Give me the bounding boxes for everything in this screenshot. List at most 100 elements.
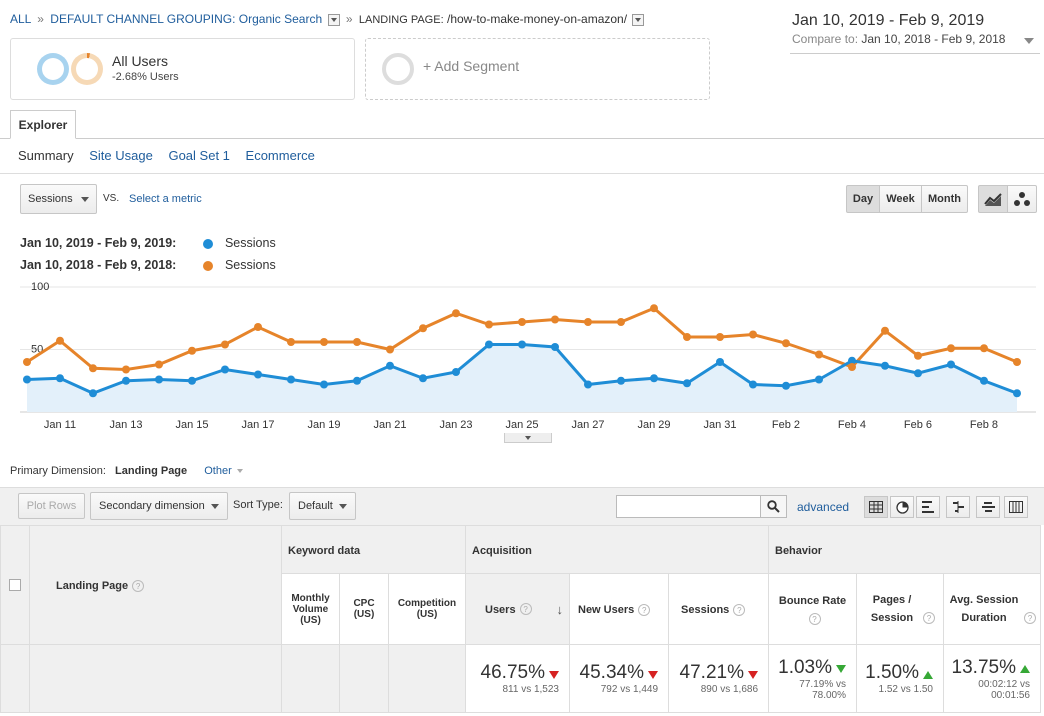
data-point-current — [584, 380, 592, 389]
period-month-button[interactable]: Month — [921, 185, 968, 213]
period-day-button[interactable]: Day — [846, 185, 880, 213]
summary-pages-session: 1.50% 1.52 vs 1.50 — [856, 644, 944, 713]
col-pages-session-label: Pages / Session — [870, 594, 914, 624]
select-all-checkbox[interactable] — [9, 579, 21, 591]
col-sessions[interactable]: Sessions? — [668, 573, 769, 645]
tab-explorer[interactable]: Explorer — [10, 110, 76, 139]
data-point-current — [683, 379, 691, 388]
date-range-picker[interactable]: Jan 10, 2019 - Feb 9, 2019 Compare to: J… — [790, 12, 1040, 54]
breadcrumb-grouping-value[interactable]: Organic Search — [238, 12, 323, 26]
view-performance-button[interactable] — [916, 496, 940, 518]
summary-avg-session-sub2: 00:01:56 — [991, 689, 1030, 701]
landing-page-header[interactable]: Landing Page? — [29, 525, 282, 645]
subtab-goal-set-1[interactable]: Goal Set 1 — [168, 148, 230, 163]
summary-bounce-rate-sub2: 78.00% — [812, 689, 846, 701]
other-chevron-down-icon — [236, 469, 243, 474]
data-point-previous — [419, 324, 427, 333]
summary-pages-session-pct: 1.50% — [865, 662, 919, 683]
date-range-chevron-down-icon[interactable] — [1024, 38, 1034, 44]
segment-all-users[interactable]: All Users -2.68% Users — [10, 38, 355, 100]
pie-chart-icon — [895, 500, 909, 514]
summary-sessions-sub: 890 vs 1,686 — [700, 684, 758, 695]
view-term-cloud-button[interactable] — [976, 496, 1000, 518]
data-point-previous — [980, 344, 988, 353]
table-search-input[interactable] — [616, 495, 761, 518]
data-point-previous — [221, 340, 229, 349]
data-point-previous — [551, 315, 559, 324]
data-point-current — [320, 380, 328, 389]
advanced-search-link[interactable]: advanced — [797, 500, 850, 514]
help-icon[interactable]: ? — [132, 579, 145, 592]
breadcrumb-grouping-label[interactable]: DEFAULT CHANNEL GROUPING: — [50, 12, 236, 26]
subtab-ecommerce[interactable]: Ecommerce — [245, 148, 315, 163]
view-data-table-button[interactable] — [864, 496, 888, 518]
search-icon — [767, 500, 780, 513]
col-new-users[interactable]: New Users? — [569, 573, 669, 645]
col-monthly-volume[interactable]: Monthly Volume (US) — [281, 573, 340, 645]
col-cpc[interactable]: CPC (US) — [339, 573, 389, 645]
grouping-dropdown-icon[interactable] — [327, 13, 340, 26]
view-pivot-button[interactable] — [1004, 496, 1028, 518]
plot-rows-button[interactable]: Plot Rows — [18, 493, 85, 519]
data-point-current — [980, 376, 988, 385]
col-pages-session[interactable]: Pages / Session? — [856, 573, 944, 645]
help-icon[interactable]: ? — [1024, 611, 1036, 624]
sort-type-label: Sort Type: — [233, 499, 283, 511]
select-metric-link[interactable]: Select a metric — [129, 193, 202, 205]
help-icon[interactable]: ? — [923, 611, 935, 624]
chart-legend: Jan 10, 2019 - Feb 9, 2019: Sessions Jan… — [20, 232, 276, 276]
arrow-down-icon — [549, 670, 559, 679]
breadcrumb: ALL » DEFAULT CHANNEL GROUPING: Organic … — [10, 12, 645, 26]
primary-dimension-other[interactable]: Other — [204, 465, 232, 477]
col-competition-label: Competition (US) — [397, 598, 457, 620]
summary-avg-session-pct: 13.75% — [951, 656, 1016, 678]
summary-avg-session-sub1: 00:02:12 vs — [978, 678, 1030, 690]
data-point-previous — [23, 358, 31, 366]
secondary-dimension-dropdown[interactable]: Secondary dimension — [90, 492, 228, 520]
help-icon[interactable]: ? — [519, 603, 532, 616]
sort-arrow-down-icon[interactable]: ↓ — [556, 601, 564, 617]
breadcrumb-all-link[interactable]: ALL — [10, 12, 31, 26]
metric-dropdown[interactable]: Sessions — [20, 184, 97, 214]
table-search-button[interactable] — [760, 495, 787, 518]
legend-row-previous: Jan 10, 2018 - Feb 9, 2018: Sessions — [20, 254, 276, 276]
col-users[interactable]: Users? ↓ — [465, 573, 570, 645]
breadcrumb-separator: » — [37, 12, 44, 26]
col-users-label: Users — [485, 603, 516, 616]
view-comparison-button[interactable] — [946, 496, 970, 518]
summary-checkbox-cell — [0, 644, 30, 713]
subtab-site-usage[interactable]: Site Usage — [89, 148, 153, 163]
compare-value: Jan 10, 2018 - Feb 9, 2018 — [861, 32, 1006, 46]
primary-dimension-value[interactable]: Landing Page — [115, 465, 188, 477]
data-point-current — [881, 361, 889, 370]
help-icon[interactable]: ? — [638, 603, 651, 616]
summary-users-pct: 46.75% — [480, 662, 545, 683]
col-avg-session[interactable]: Avg. Session Duration? — [943, 573, 1041, 645]
data-point-previous — [782, 339, 790, 348]
help-icon[interactable]: ? — [733, 603, 746, 616]
sort-type-dropdown[interactable]: Default — [289, 492, 356, 520]
vs-label: VS. — [103, 193, 120, 204]
view-percentage-button[interactable] — [890, 496, 914, 518]
period-day-label: Day — [852, 193, 874, 205]
data-point-previous — [584, 318, 592, 326]
motion-chart-view-button[interactable] — [1007, 185, 1037, 213]
x-tick-label: Jan 23 — [439, 419, 472, 431]
col-bounce-rate[interactable]: Bounce Rate? — [768, 573, 857, 645]
x-tick-label: Jan 27 — [571, 419, 604, 431]
add-segment-button[interactable]: + Add Segment — [365, 38, 710, 100]
chevron-down-icon — [211, 503, 219, 509]
subtab-summary[interactable]: Summary — [18, 148, 74, 163]
landing-dropdown-icon[interactable] — [632, 13, 645, 26]
chevron-down-icon — [339, 503, 347, 509]
data-point-previous — [386, 345, 394, 354]
data-point-previous — [881, 326, 889, 335]
help-icon[interactable]: ? — [808, 613, 821, 626]
summary-pages-session-sub: 1.52 vs 1.50 — [878, 684, 933, 695]
summary-sessions-pct: 47.21% — [679, 662, 744, 683]
period-week-button[interactable]: Week — [879, 185, 922, 213]
line-chart-view-button[interactable] — [978, 185, 1008, 213]
col-competition[interactable]: Competition (US) — [388, 573, 466, 645]
chart-resize-handle[interactable] — [504, 433, 552, 443]
